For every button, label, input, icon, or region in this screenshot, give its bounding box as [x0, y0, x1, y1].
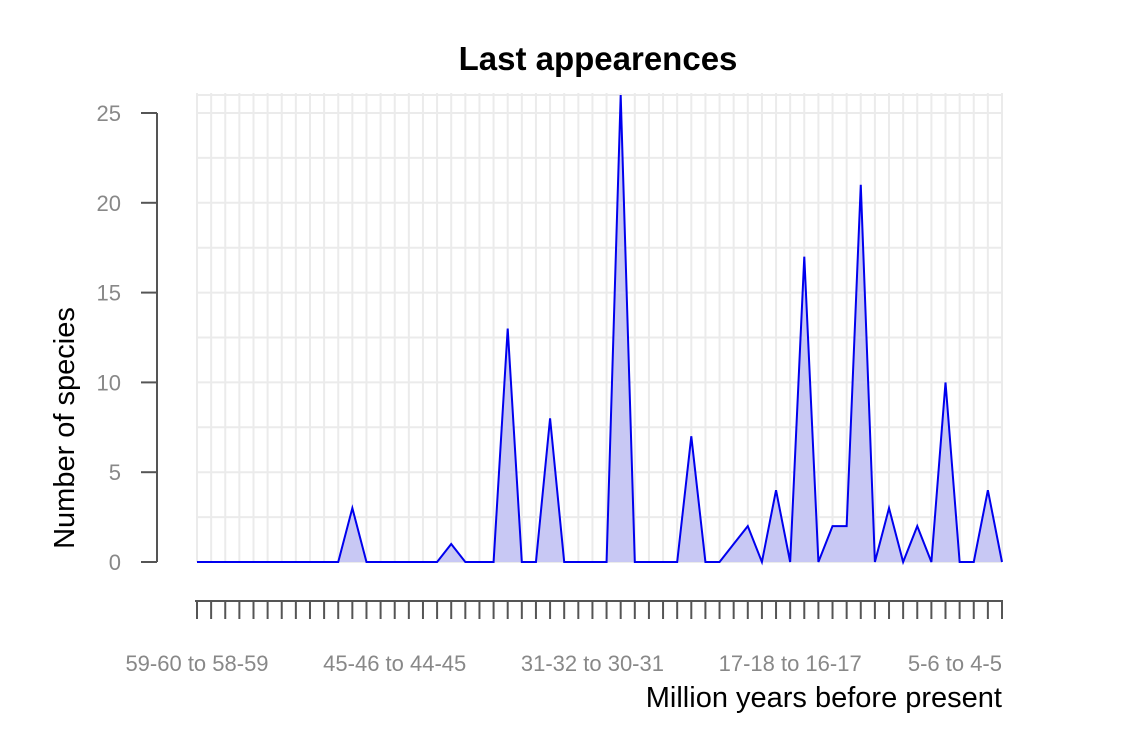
y-tick-label: 25: [97, 101, 121, 126]
y-axis-label: Number of species: [49, 307, 81, 549]
y-tick-label: 10: [97, 370, 121, 395]
y-tick-label: 15: [97, 281, 121, 306]
series-area: [197, 95, 1003, 566]
y-tick-label: 0: [109, 550, 121, 575]
y-tick-label: 20: [97, 191, 121, 216]
area-fill: [197, 95, 1002, 562]
chart-title: Last appearences: [459, 40, 738, 77]
x-tick-label: 31-32 to 30-31: [521, 651, 664, 676]
x-tick-label: 17-18 to 16-17: [719, 651, 862, 676]
x-tick-label: 59-60 to 58-59: [125, 651, 268, 676]
series-line: [197, 95, 1003, 566]
x-tick-label: 45-46 to 44-45: [323, 651, 466, 676]
x-axis-label: Million years before present: [646, 682, 1002, 714]
grid: [196, 93, 1003, 563]
x-tick-label: 5-6 to 4-5: [908, 651, 1002, 676]
axes: 0 5 10 15 20 25 59-60 to 58-59 45-46 to 44-45 31…: [97, 101, 1003, 676]
y-tick-label: 5: [109, 460, 121, 485]
